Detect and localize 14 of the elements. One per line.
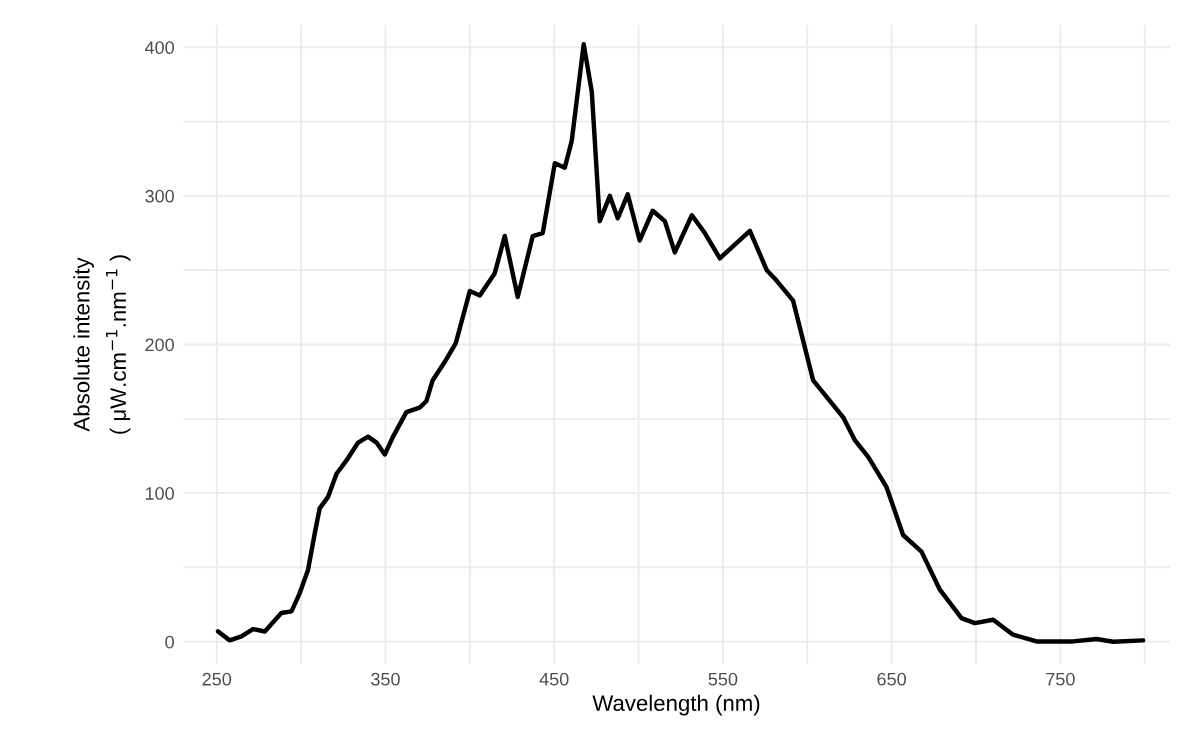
- x-tick-label: 650: [877, 672, 906, 686]
- y-tick-label: 100: [145, 487, 174, 500]
- y-tick-label: 200: [145, 338, 174, 352]
- y-tick-label: 300: [145, 189, 174, 203]
- y-tick-label: 0: [165, 635, 174, 649]
- x-tick-label: 250: [202, 672, 232, 686]
- x-tick-label: 350: [371, 672, 400, 686]
- x-tick-label: 450: [539, 672, 569, 686]
- y-tick-label: 400: [144, 41, 174, 55]
- line-series: [215, 42, 1146, 644]
- x-tick-label: 550: [708, 672, 738, 686]
- x-axis-title: Wavelength (nm): [592, 694, 760, 716]
- x-tick-label: 750: [1046, 672, 1075, 686]
- y-axis-title: Absolute intensity ( μW.cm$^{−1}$.nm$^{−1}$ ): [73, 255, 131, 434]
